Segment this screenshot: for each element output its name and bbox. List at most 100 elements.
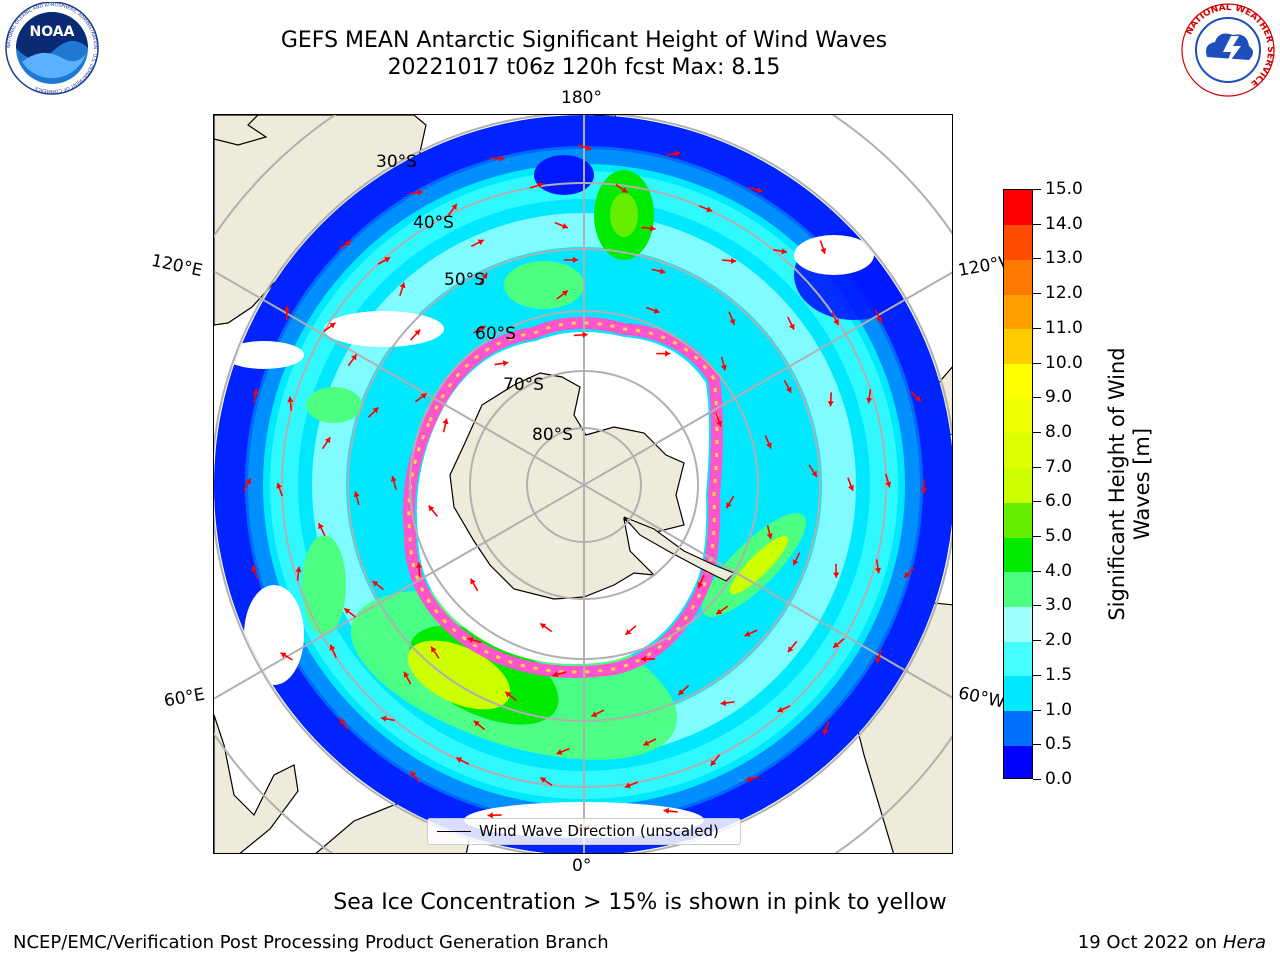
direction-arrow-head bbox=[875, 567, 882, 574]
direction-arrow-head bbox=[885, 481, 892, 488]
direction-arrow-head bbox=[820, 247, 827, 254]
lat-label-40s: 40°S bbox=[413, 213, 454, 233]
direction-arrow-head bbox=[585, 144, 592, 151]
direction-arrow-head bbox=[329, 322, 336, 329]
direction-arrow-head bbox=[505, 691, 512, 698]
direction-arrow-head bbox=[766, 533, 773, 539]
direction-arrow-head bbox=[384, 257, 391, 263]
direction-arrow-head bbox=[833, 318, 839, 325]
colorbar-segment bbox=[1004, 294, 1032, 330]
direction-arrow-head bbox=[726, 502, 732, 509]
direction-arrow-head bbox=[499, 155, 505, 162]
direction-arrow-head bbox=[245, 478, 251, 485]
direction-arrow-head bbox=[621, 187, 628, 193]
direction-arrow-head bbox=[414, 329, 421, 336]
legend-line-swatch bbox=[437, 831, 471, 832]
map-subtitle: 20221017 t06z 120h fcst Max: 8.15 bbox=[387, 55, 781, 80]
colorbar-tick bbox=[1033, 674, 1041, 676]
lon-label-60w: 60°W bbox=[956, 683, 1007, 713]
colorbar-segment bbox=[1004, 224, 1032, 260]
direction-arrow-head bbox=[624, 782, 631, 789]
footer-credit: NCEP/EMC/Verification Post Processing Pr… bbox=[13, 932, 609, 953]
graticule bbox=[214, 115, 952, 853]
direction-arrow-head bbox=[344, 608, 351, 614]
svg-text:NOAA: NOAA bbox=[30, 24, 75, 40]
direction-arrow-head bbox=[787, 646, 794, 653]
colorbar-tick bbox=[1033, 327, 1041, 329]
colorbar-tick bbox=[1033, 293, 1041, 295]
direction-arrow-head bbox=[643, 740, 650, 746]
colorbar-tick-label: 13.0 bbox=[1045, 248, 1083, 269]
direction-arrow-head bbox=[827, 401, 834, 407]
direction-arrow-head bbox=[744, 630, 751, 637]
colorbar-tick bbox=[1033, 570, 1041, 572]
direction-arrow-head bbox=[650, 225, 656, 232]
colorbar-tick-label: 9.0 bbox=[1045, 387, 1073, 408]
colorbar-tick bbox=[1033, 397, 1041, 399]
colorbar-tick bbox=[1033, 779, 1041, 780]
direction-arrow-head bbox=[876, 316, 882, 323]
direction-arrow-head bbox=[582, 331, 588, 338]
colorbar-segment bbox=[1004, 398, 1032, 434]
direction-arrow-head bbox=[833, 642, 839, 648]
colorbar-tick-label: 8.0 bbox=[1045, 421, 1073, 442]
direction-arrow-head bbox=[295, 566, 302, 573]
direction-arrow-head bbox=[537, 182, 544, 189]
colorbar-tick-label: 2.0 bbox=[1045, 630, 1073, 651]
direction-arrow-head bbox=[591, 711, 598, 717]
direction-arrow-head bbox=[720, 699, 726, 707]
colorbar-tick bbox=[1033, 466, 1041, 468]
direction-arrow-head bbox=[276, 482, 283, 489]
direction-arrow-head bbox=[674, 150, 681, 157]
colorbar-segment bbox=[1004, 363, 1032, 399]
direction-arrow-head bbox=[403, 671, 410, 678]
direction-arrow-head bbox=[729, 318, 736, 325]
direction-arrow-head bbox=[697, 582, 704, 589]
direction-arrow-head bbox=[451, 203, 457, 210]
lat-label-50s: 50°S bbox=[444, 270, 485, 290]
direction-arrow-head bbox=[390, 476, 397, 482]
colorbar-tick bbox=[1033, 709, 1041, 711]
direction-arrow-head bbox=[562, 290, 568, 297]
direction-arrow-head bbox=[353, 491, 360, 498]
direction-arrow-head bbox=[456, 757, 463, 763]
map-legend: Wind Wave Direction (unscaled) bbox=[427, 818, 741, 845]
direction-arrow-head bbox=[914, 395, 921, 402]
colorbar-segment bbox=[1004, 571, 1032, 607]
colorbar-segment bbox=[1004, 675, 1032, 712]
direction-arrow-head bbox=[710, 759, 717, 766]
lat-label-60s: 60°S bbox=[475, 324, 516, 344]
lat-label-80s: 80°S bbox=[532, 425, 573, 445]
direction-arrow-head bbox=[625, 629, 632, 635]
lat-label-70s: 70°S bbox=[503, 375, 544, 395]
legend-label: Wind Wave Direction (unscaled) bbox=[479, 822, 719, 840]
colorbar-tick-label: 0.0 bbox=[1045, 769, 1073, 789]
colorbar-segment bbox=[1004, 606, 1032, 642]
direction-arrow-head bbox=[467, 636, 474, 643]
colorbar-tick bbox=[1033, 605, 1041, 607]
direction-arrow-head bbox=[280, 652, 287, 658]
direction-arrow-head bbox=[706, 206, 713, 213]
direction-arrow-head bbox=[572, 256, 579, 263]
direction-arrow-head bbox=[766, 442, 772, 449]
sea-ice-note: Sea Ice Concentration > 15% is shown in … bbox=[333, 890, 947, 915]
direction-arrow-head bbox=[848, 484, 854, 491]
noaa-logo: NOAA NATIONAL OCEANIC AND ATMOSPHERIC AD… bbox=[2, 1, 104, 98]
colorbar-tick-label: 5.0 bbox=[1045, 526, 1073, 547]
direction-arrow-head bbox=[487, 812, 493, 819]
direction-arrow-head bbox=[502, 360, 509, 367]
direction-arrow-head bbox=[720, 364, 727, 371]
direction-arrow-head bbox=[788, 323, 795, 330]
direction-arrow-head bbox=[756, 187, 763, 194]
colorbar-segment bbox=[1004, 502, 1032, 538]
colorbar-tick-label: 15.0 bbox=[1045, 179, 1083, 199]
colorbar-segment bbox=[1004, 328, 1032, 365]
direction-arrow-head bbox=[431, 646, 437, 653]
direction-arrow-head bbox=[904, 571, 911, 578]
footer-machine: Hera bbox=[1222, 932, 1266, 953]
direction-arrow-head bbox=[811, 470, 817, 477]
direction-arrow-head bbox=[477, 239, 484, 246]
direction-arrow-head bbox=[716, 420, 722, 427]
map-canvas bbox=[214, 115, 952, 853]
colorbar-tick-label: 0.5 bbox=[1045, 734, 1073, 755]
